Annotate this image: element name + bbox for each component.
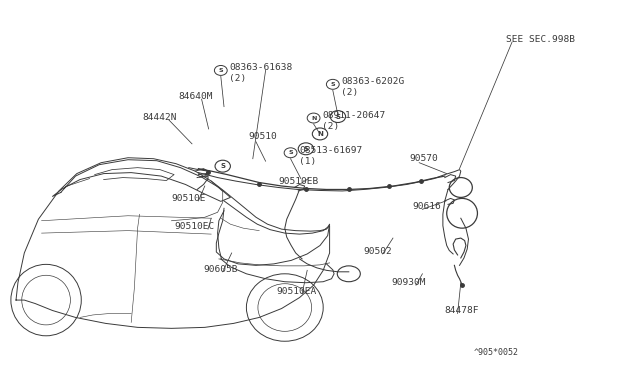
Text: ^905*0052: ^905*0052 [474,348,518,357]
Text: 90510EB: 90510EB [278,177,319,186]
Text: (1): (1) [299,157,316,166]
Text: (2): (2) [341,88,358,97]
Text: S: S [335,113,340,119]
Text: S: S [220,163,225,169]
Text: (2): (2) [322,122,339,131]
Text: 90510E: 90510E [172,194,206,203]
Text: S: S [288,150,293,155]
Text: 90510EA: 90510EA [276,287,317,296]
Text: 84442N: 84442N [142,113,177,122]
Text: 08363-61638: 08363-61638 [229,64,292,73]
Text: 84640M: 84640M [178,92,212,101]
Text: 90510: 90510 [248,132,277,141]
Text: SEE SEC.998B: SEE SEC.998B [506,35,575,44]
Text: 90616: 90616 [413,202,442,211]
Text: 90605B: 90605B [204,265,238,274]
Text: 84478F: 84478F [445,307,479,315]
Text: (2): (2) [229,74,246,83]
Text: 08513-61697: 08513-61697 [299,146,362,155]
Text: S: S [303,146,308,152]
Text: 08911-20647: 08911-20647 [322,111,385,120]
Text: 08363-6202G: 08363-6202G [341,77,404,86]
Text: N: N [311,116,316,121]
Text: 90930M: 90930M [392,278,426,287]
Text: S: S [330,82,335,87]
Text: 90510EC: 90510EC [174,222,214,231]
Text: 90502: 90502 [364,247,392,256]
Text: 90570: 90570 [410,154,438,163]
Text: S: S [218,68,223,73]
Text: N: N [317,131,323,137]
